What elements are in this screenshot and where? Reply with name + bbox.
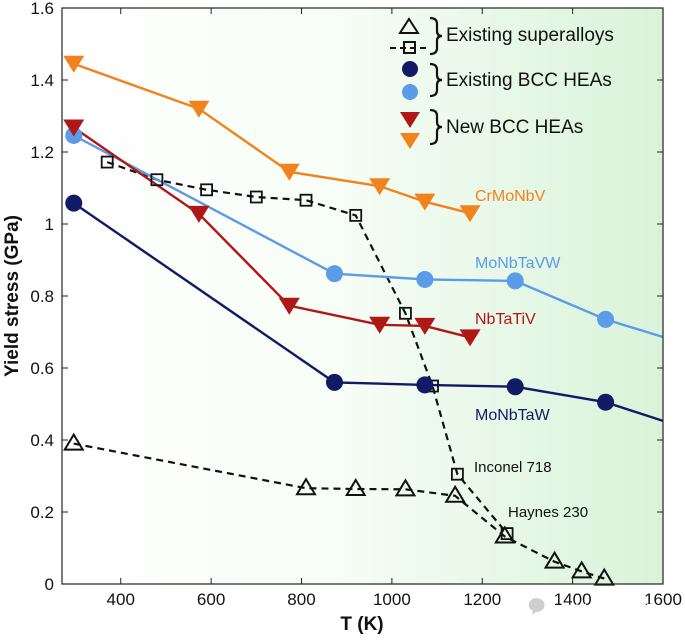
data-point-monbtavw: [506, 272, 524, 290]
data-point-inconel-718: [500, 527, 514, 540]
data-point-haynes-230: [62, 432, 85, 451]
x-tick-label: 1200: [463, 590, 501, 609]
data-point-crmonbv: [414, 193, 436, 211]
data-point-nbtativ: [369, 316, 391, 334]
data-point-haynes-230: [344, 478, 367, 496]
series-line-haynes-230: [73, 442, 605, 580]
series-line-monbtaw: [73, 202, 663, 423]
y-tick-label: 0.2: [30, 503, 54, 522]
wechat-icon: [528, 598, 545, 615]
legend-triangle-marker: [398, 17, 420, 34]
data-point-monbtaw: [65, 194, 83, 212]
data-point-nbtativ: [459, 329, 481, 347]
legend-group-new-bcc-heas: New BCC HEAs: [400, 108, 583, 149]
legend-circle-marker-light: [402, 84, 418, 100]
y-tick-label: 0.8: [30, 287, 54, 306]
x-tick-label: 800: [287, 590, 315, 609]
data-point-inconel-718: [349, 208, 363, 222]
legend-brace: [429, 62, 443, 98]
annotation-haynes-230: Haynes 230: [508, 504, 588, 521]
legend: Existing superalloys Existing BCC HEAs N…: [390, 16, 614, 149]
tick-layer: 400 600 800 1000 1200 1400 1600 0 0.2 0.4 0.6 0.8 1 1…: [30, 0, 682, 609]
legend-triangle-down-orange: [400, 133, 420, 149]
series-label-monbtaw: MoNbTaW: [475, 407, 551, 424]
data-point-monbtavw: [416, 270, 434, 288]
legend-label: Existing superalloys: [446, 25, 614, 46]
data-point-crmonbv: [459, 205, 481, 223]
plot-background: [62, 8, 663, 584]
data-point-haynes-230: [295, 477, 317, 496]
series-line-nbtativ: [73, 126, 471, 339]
data-point-haynes-230: [444, 484, 466, 503]
y-axis-title: Yield stress (GPa): [2, 215, 23, 377]
data-point-monbtaw: [416, 376, 434, 394]
data-point-inconel-718: [200, 183, 214, 197]
data-point-nbtativ: [188, 205, 210, 223]
x-tick-label: 1600: [644, 590, 682, 609]
series-label-crmonbv: CrMoNbV: [475, 188, 546, 205]
series-line-inconel-718: [106, 161, 508, 535]
y-tick-label: 0.4: [30, 431, 54, 450]
x-tick-label: 400: [107, 590, 135, 609]
data-point-inconel-718: [150, 173, 164, 187]
y-tick-label: 0.6: [30, 359, 54, 378]
data-point-crmonbv: [63, 55, 85, 73]
watermark: 材料科学与工程: [528, 598, 655, 620]
legend-group-existing-bcc-heas: Existing BCC HEAs: [402, 61, 612, 100]
data-point-inconel-718: [399, 306, 412, 320]
legend-label: New BCC HEAs: [446, 117, 583, 138]
series-layer: [73, 62, 663, 580]
data-point-inconel-718: [450, 467, 464, 481]
x-tick-label: 1000: [373, 590, 411, 609]
watermark-text: 材料科学与工程: [550, 602, 655, 620]
data-point-inconel-718: [299, 193, 313, 207]
x-tick-label: 1400: [554, 590, 592, 609]
x-tick-label: 600: [197, 590, 225, 609]
y-tick-label: 1.2: [30, 143, 54, 162]
x-axis-title: T (K): [340, 614, 383, 635]
data-point-haynes-230: [543, 550, 566, 569]
series-line-crmonbv: [73, 62, 471, 215]
marker-layer: [62, 55, 616, 586]
data-point-monbtaw: [506, 378, 524, 396]
annotation-inconel-718: Inconel 718: [474, 459, 552, 476]
legend-label: Existing BCC HEAs: [446, 70, 612, 91]
y-tick-label: 1: [45, 215, 54, 234]
data-point-inconel-718: [249, 190, 263, 204]
series-label-monbtavw: MoNbTaVW: [475, 255, 561, 272]
data-point-monbtavw: [597, 310, 615, 328]
data-point-inconel-718: [100, 155, 114, 169]
data-point-nbtativ: [63, 119, 85, 137]
data-point-haynes-230: [494, 525, 516, 544]
data-point-haynes-230: [394, 478, 417, 497]
legend-circle-marker-dark: [402, 61, 418, 77]
data-point-haynes-230: [570, 560, 593, 579]
data-point-crmonbv: [278, 163, 300, 181]
y-tick-label: 0: [45, 575, 54, 594]
legend-brace: [429, 108, 443, 146]
legend-square-marker: [403, 41, 416, 54]
data-point-monbtavw: [325, 265, 343, 283]
data-point-monbtaw: [597, 393, 615, 411]
data-point-nbtativ: [278, 297, 300, 315]
y-tick-label: 1.6: [30, 0, 54, 18]
y-tick-label: 1.4: [30, 71, 54, 90]
data-point-nbtativ: [414, 317, 436, 335]
series-line-monbtavw: [73, 134, 663, 339]
series-label-nbtativ: NbTaTiV: [475, 311, 536, 328]
legend-group-existing-superalloys: Existing superalloys: [390, 16, 614, 56]
data-point-crmonbv: [369, 178, 391, 196]
data-point-crmonbv: [188, 100, 210, 118]
data-point-monbtaw: [325, 373, 343, 391]
legend-triangle-down-dark: [400, 112, 420, 128]
legend-brace: [429, 16, 443, 56]
